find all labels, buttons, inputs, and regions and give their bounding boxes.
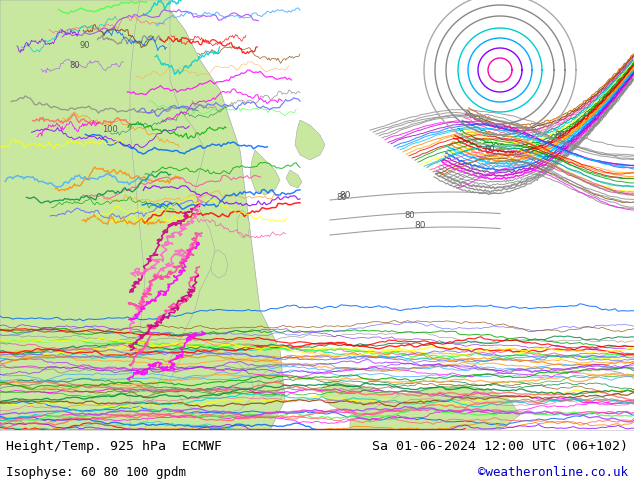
Polygon shape <box>210 250 228 278</box>
Polygon shape <box>250 150 280 195</box>
Polygon shape <box>258 370 285 402</box>
Polygon shape <box>0 0 285 430</box>
Text: 80: 80 <box>339 191 351 199</box>
Text: Height/Temp. 925 hPa  ECMWF: Height/Temp. 925 hPa ECMWF <box>6 440 222 452</box>
Polygon shape <box>237 210 250 238</box>
Text: 80: 80 <box>337 194 347 202</box>
Text: 80: 80 <box>414 220 426 229</box>
Text: 90: 90 <box>80 41 90 49</box>
Text: 100: 100 <box>102 125 118 134</box>
Polygon shape <box>130 0 215 430</box>
Polygon shape <box>286 170 302 188</box>
Text: ©weatheronline.co.uk: ©weatheronline.co.uk <box>478 466 628 479</box>
Polygon shape <box>320 380 440 422</box>
Text: Sa 01-06-2024 12:00 UTC (06+102): Sa 01-06-2024 12:00 UTC (06+102) <box>372 440 628 452</box>
Polygon shape <box>350 385 520 430</box>
Text: 80: 80 <box>70 60 81 70</box>
Text: Isophyse: 60 80 100 gpdm: Isophyse: 60 80 100 gpdm <box>6 466 186 479</box>
Text: 80: 80 <box>555 130 566 140</box>
Polygon shape <box>170 350 255 415</box>
Text: 80: 80 <box>404 211 415 220</box>
Polygon shape <box>295 120 325 160</box>
Text: 80: 80 <box>484 146 495 154</box>
